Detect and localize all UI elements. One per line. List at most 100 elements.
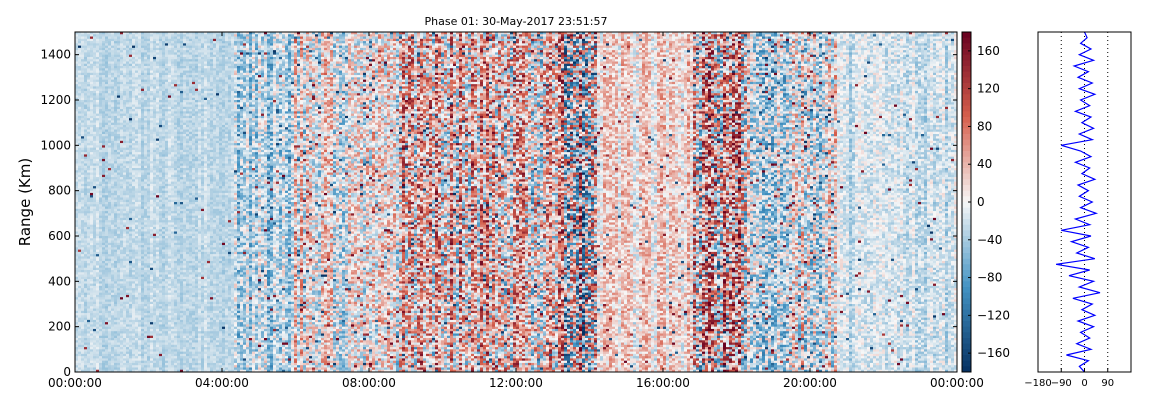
heatmap-cell (75, 197, 79, 201)
heatmap-cell (105, 347, 109, 350)
heatmap-cell (144, 154, 148, 157)
heatmap-cell (75, 183, 79, 187)
heatmap-cell (126, 197, 130, 201)
heatmap-cell (87, 208, 91, 212)
heatmap-cell (114, 353, 118, 357)
heatmap-cell (132, 338, 136, 341)
heatmap-cell (117, 213, 121, 216)
heatmap-cell (84, 81, 88, 85)
heatmap-cell (84, 331, 88, 334)
heatmap-cell (75, 238, 79, 241)
heatmap-cell (141, 238, 145, 241)
heatmap-cell (129, 353, 133, 357)
heatmap-cell (129, 138, 133, 142)
heatmap-cell (78, 181, 82, 185)
heatmap-cell (111, 310, 115, 314)
heatmap-cell (165, 165, 169, 169)
heatmap-cell (153, 113, 157, 117)
heatmap-cell (102, 86, 106, 89)
heatmap-cell (87, 68, 91, 71)
heatmap-cell (165, 283, 169, 287)
heatmap-cell (123, 50, 127, 53)
heatmap-cell (78, 95, 82, 99)
heatmap-cell (84, 358, 88, 361)
heatmap-cell (144, 136, 148, 139)
heatmap-cell (87, 288, 91, 291)
heatmap-cell (75, 335, 79, 339)
heatmap-cell (135, 66, 139, 69)
heatmap-cell (126, 265, 130, 269)
heatmap-cell (117, 369, 121, 373)
heatmap-cell (81, 63, 85, 67)
heatmap-cell (96, 77, 100, 80)
heatmap-cell (105, 360, 109, 364)
heatmap-cell (129, 186, 133, 189)
heatmap-cell (99, 231, 103, 235)
heatmap-cell (99, 102, 103, 105)
heatmap-cell (165, 304, 169, 307)
heatmap-cell (126, 236, 130, 239)
heatmap-cell (120, 202, 124, 205)
heatmap-cell (87, 195, 91, 198)
heatmap-cell (126, 333, 130, 337)
heatmap-cell (99, 199, 103, 203)
heatmap-cell (168, 177, 172, 180)
heatmap-cell (126, 263, 130, 266)
heatmap-cell (96, 90, 100, 94)
heatmap-cell (129, 120, 133, 123)
heatmap-cell (123, 86, 127, 89)
heatmap-cell (168, 165, 172, 169)
heatmap-cell (75, 224, 79, 228)
heatmap-cell (129, 181, 133, 185)
heatmap-cell (99, 351, 103, 355)
heatmap-cell (141, 104, 145, 108)
heatmap-cell (102, 156, 106, 160)
heatmap-cell (90, 54, 94, 58)
heatmap-cell (156, 124, 160, 128)
heatmap-cell (75, 158, 79, 162)
heatmap-cell (93, 102, 97, 105)
heatmap-cell (141, 36, 145, 40)
heatmap-cell (135, 308, 139, 312)
heatmap-cell (96, 233, 100, 237)
heatmap-cell (165, 335, 169, 339)
heatmap-cell (87, 43, 91, 46)
heatmap-cell (90, 147, 94, 151)
heatmap-cell (141, 333, 145, 337)
heatmap-cell (156, 333, 160, 337)
heatmap-cell (90, 134, 94, 137)
heatmap-cell (156, 100, 160, 103)
heatmap-cell (135, 204, 139, 207)
heatmap-cell (126, 75, 130, 78)
heatmap-cell (96, 161, 100, 164)
heatmap-cell (159, 72, 163, 76)
heatmap-cell (78, 38, 82, 42)
heatmap-cell (105, 147, 109, 151)
heatmap-cell (120, 32, 124, 35)
heatmap-cell (93, 281, 97, 284)
heatmap-cell (132, 63, 136, 67)
heatmap-cell (129, 306, 133, 309)
heatmap-cell (111, 304, 115, 307)
heatmap-cell (144, 161, 148, 164)
heatmap-cell (90, 281, 94, 284)
heatmap-cell (138, 283, 142, 287)
heatmap-cell (81, 163, 85, 167)
heatmap-cell (78, 290, 82, 293)
heatmap-cell (117, 181, 121, 185)
heatmap-cell (93, 258, 97, 262)
heatmap-cell (147, 369, 151, 373)
heatmap-cell (84, 324, 88, 327)
heatmap-cell (138, 129, 142, 133)
heatmap-cell (105, 197, 109, 201)
heatmap-cell (114, 188, 118, 191)
heatmap-cell (159, 111, 163, 114)
heatmap-cell (111, 177, 115, 180)
heatmap-cell (90, 140, 94, 144)
heatmap-cell (102, 111, 106, 114)
heatmap-cell (132, 111, 136, 114)
heatmap-cell (168, 270, 172, 273)
heatmap-cell (96, 260, 100, 264)
heatmap-cell (156, 161, 160, 164)
heatmap-cell (75, 36, 79, 40)
